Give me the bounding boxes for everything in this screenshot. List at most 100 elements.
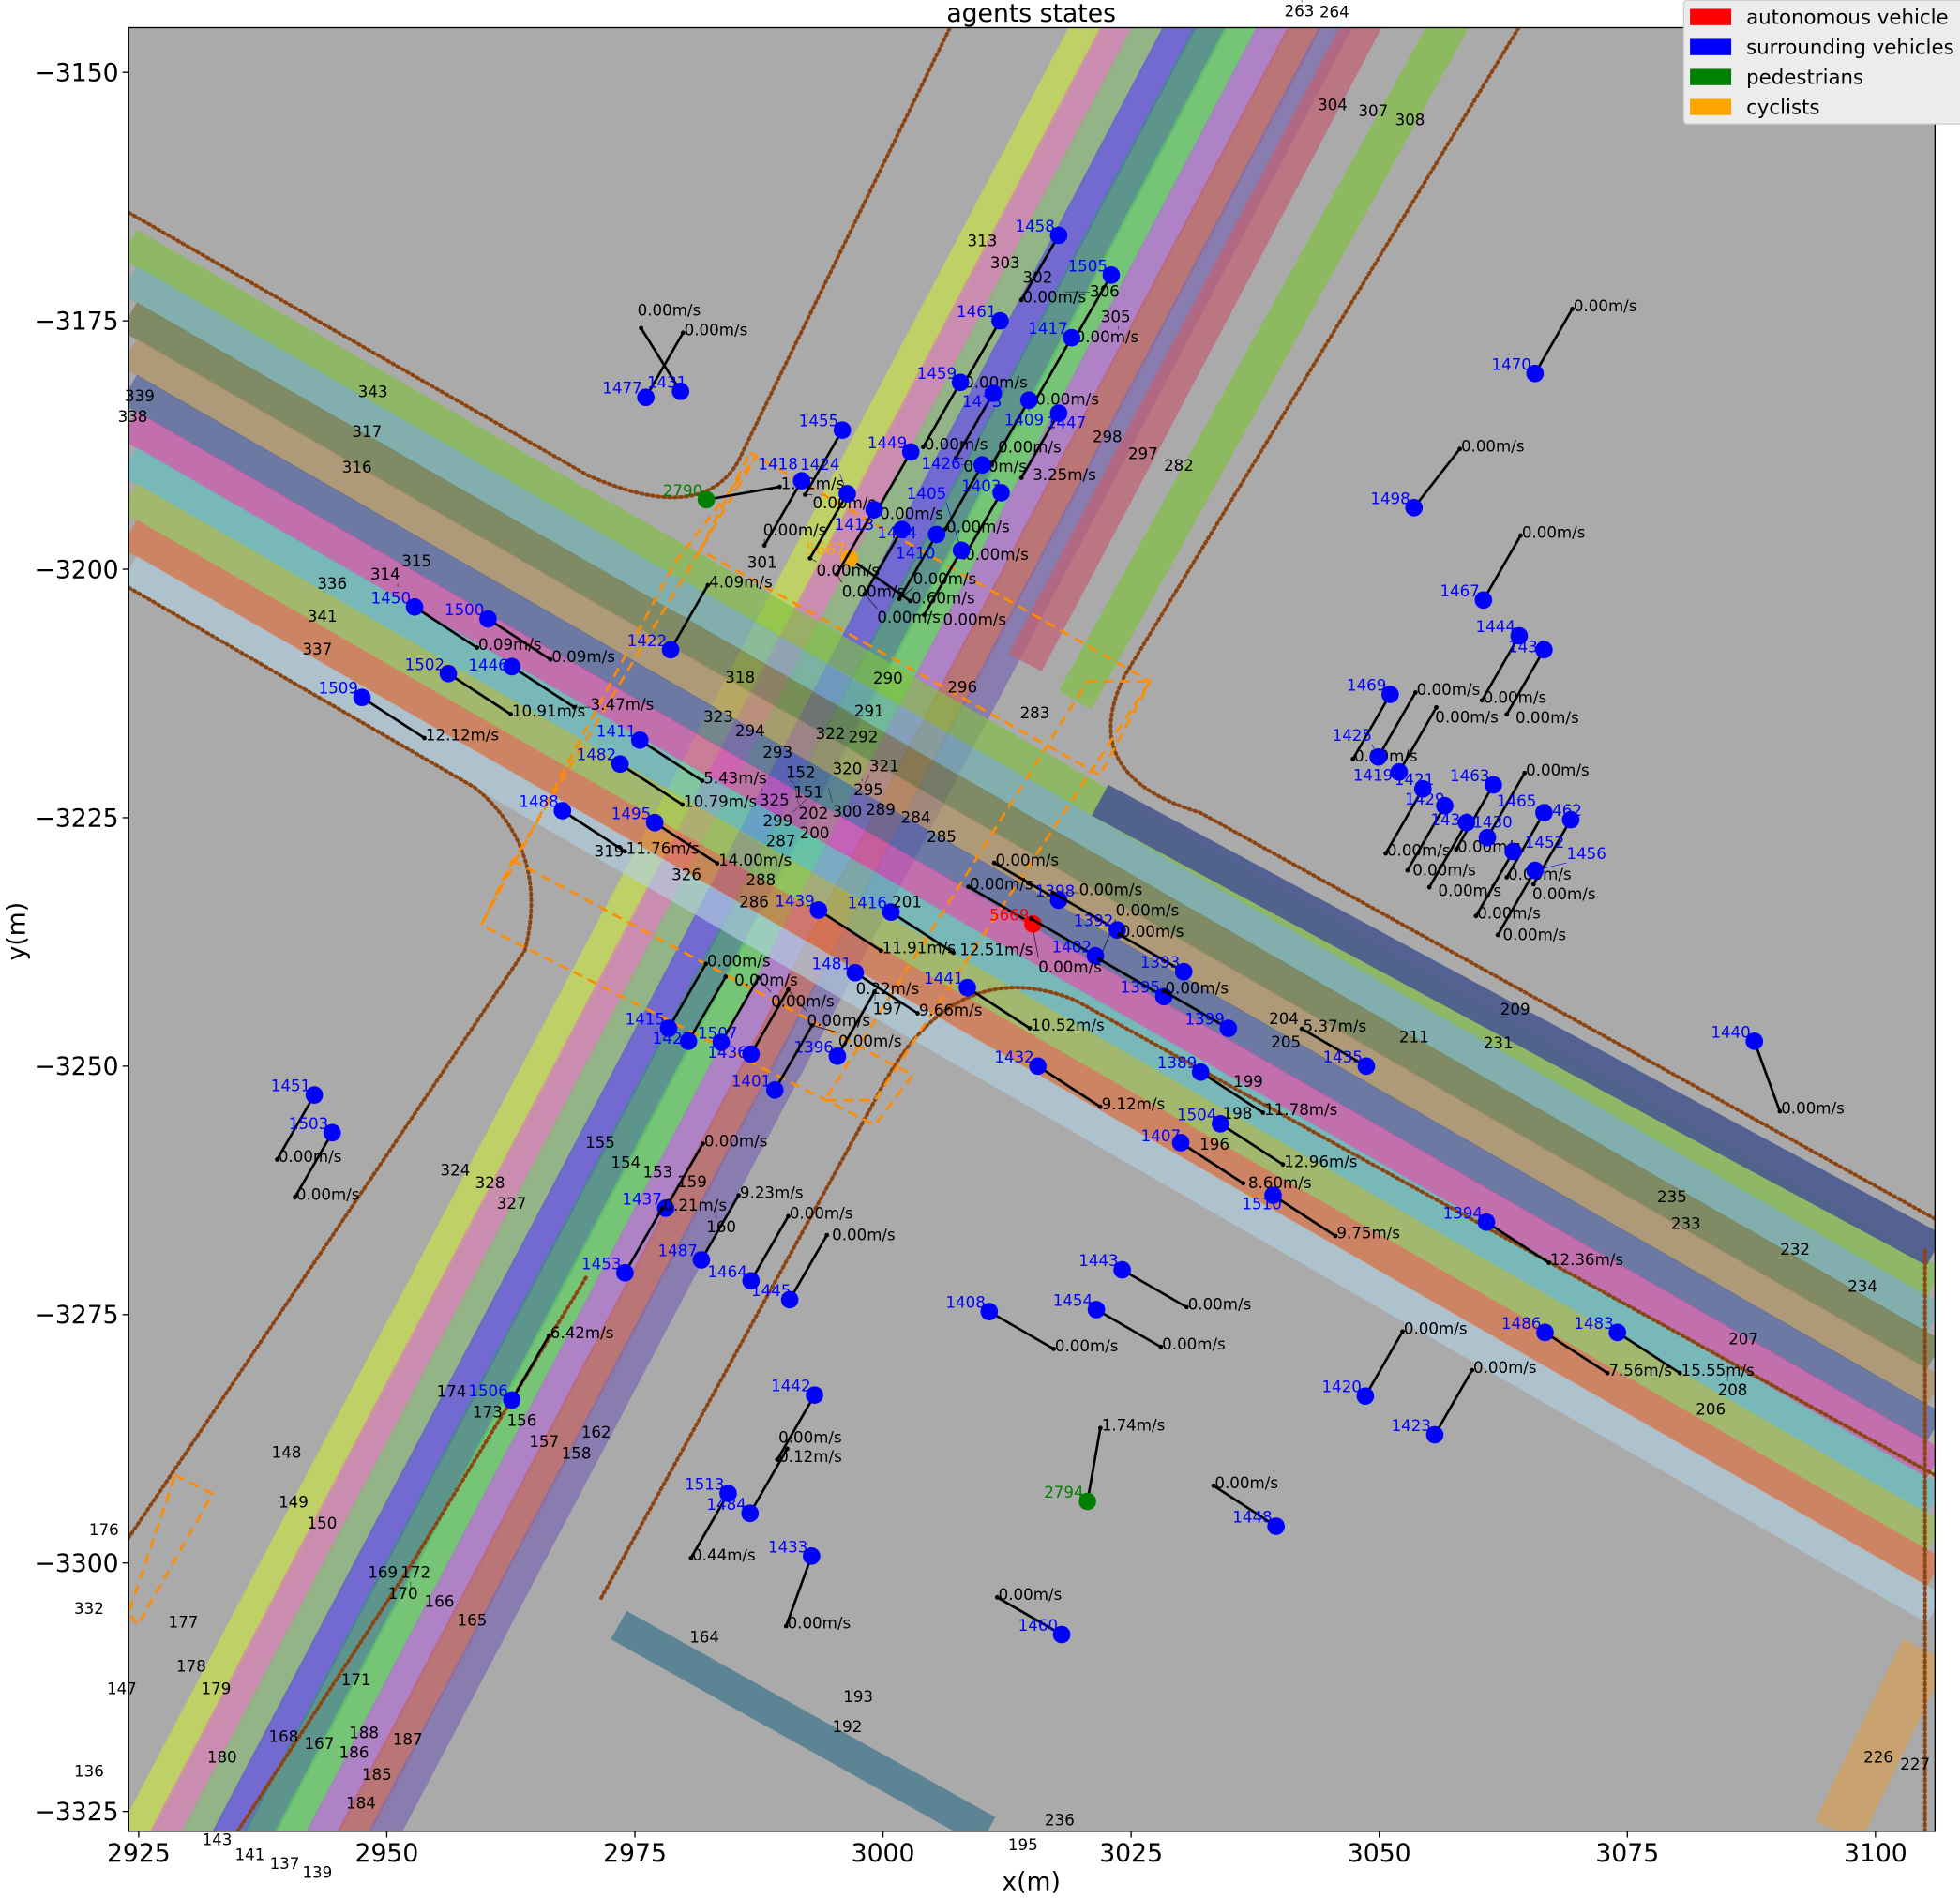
lane-label: 287 [766, 833, 796, 851]
agent-marker [1457, 813, 1476, 832]
lane-label: 166 [425, 1592, 455, 1610]
agent-speed-label: 10.79m/s [684, 793, 757, 811]
agent-speed-label: 0.00m/s [816, 562, 880, 580]
legend-label: pedestrians [1746, 66, 1863, 89]
agent-speed-label: 0.00m/s [1214, 1474, 1278, 1492]
agent-id-label: 1430 [1472, 813, 1512, 831]
agent-id-label: 1507 [698, 1024, 737, 1042]
agent-marker [1745, 1032, 1764, 1050]
agent-vehicle: 1483 15.55m/s [1574, 1315, 1754, 1379]
agent-vehicle: 1481 9.66m/s [812, 955, 983, 1019]
agent-speed-label: 0.00m/s [638, 302, 701, 320]
arrow-head-icon [688, 1555, 694, 1560]
agent-marker [1405, 498, 1424, 517]
agent-vehicle: 1426 0.00m/s [921, 455, 1009, 535]
agent-speed-label: 0.00m/s [1417, 681, 1481, 699]
arrow-head-icon [723, 974, 729, 979]
lane-strip [611, 1610, 996, 1831]
lane-strip [128, 265, 1936, 1334]
agent-id-label: 1440 [1711, 1023, 1750, 1041]
lane-label: 288 [746, 871, 776, 889]
agent-marker [893, 520, 912, 538]
agent-marker [828, 1047, 847, 1065]
agent-id-label: 1495 [611, 805, 651, 822]
velocity-arrow [762, 480, 803, 547]
agent-speed-label: 0.00m/s [999, 1586, 1063, 1604]
agent-speed-label: 12.96m/s [1284, 1153, 1357, 1170]
velocity-arrow [1364, 1331, 1404, 1397]
lane-label: 297 [1128, 445, 1158, 462]
arrow-head-icon [834, 571, 839, 577]
agent-vehicle: 1432 9.12m/s [994, 1048, 1165, 1113]
legend-box [1682, 0, 1960, 125]
agent-id-label: 1427 [653, 1030, 692, 1047]
lane-label: 296 [947, 678, 977, 696]
lane-label: 316 [342, 459, 372, 476]
agent-speed-label: 0.00m/s [964, 374, 1028, 392]
agent-id-label: 1424 [800, 456, 839, 474]
agent-marker [927, 525, 946, 544]
lane-label: 313 [968, 233, 998, 250]
agent-marker [742, 1272, 761, 1290]
agent-speed-label: 3.47m/s [591, 696, 655, 714]
x-axis-label: x(m) [1002, 1868, 1061, 1897]
agent-id-label: 1470 [1491, 355, 1530, 373]
lane-label: 293 [762, 744, 792, 761]
agent-marker [553, 802, 572, 820]
arrow-head-icon [1050, 890, 1055, 896]
arrow-head-icon [1473, 913, 1479, 919]
agent-id-label: 2794 [1044, 1484, 1083, 1501]
agent-marker [637, 388, 655, 407]
agent-marker [1108, 921, 1126, 940]
agent-id-label: 1450 [371, 589, 411, 607]
lane-label: 332 [74, 1600, 104, 1618]
lane-label: 291 [854, 702, 884, 720]
agent-marker [992, 484, 1010, 502]
agent-speed-label: 0.00m/s [995, 852, 1059, 869]
agent-speed-label: 0.00m/s [946, 518, 1010, 535]
agent-vehicle: 1389 11.78m/s [1157, 1054, 1337, 1119]
agent-speed-label: 10.52m/s [1031, 1017, 1104, 1034]
lane-label: 187 [393, 1731, 423, 1749]
agent-speed-label: 0.00m/s [1526, 761, 1590, 779]
velocity-arrow [361, 696, 426, 740]
label-leader-line [793, 784, 799, 806]
agent-marker [901, 443, 920, 461]
lane-label: 321 [869, 757, 899, 775]
arrow-head-icon [1605, 1370, 1610, 1376]
crosswalk [698, 450, 1153, 777]
agent-vehicle: 1487 9.23m/s [658, 1183, 804, 1269]
agent-marker [1174, 962, 1193, 981]
legend-label: autonomous vehicle [1746, 6, 1949, 29]
lane-label: 147 [107, 1680, 137, 1698]
agent-vehicle: 1442 0.12m/s [771, 1378, 842, 1466]
arrow-head-icon [953, 455, 958, 460]
velocity-arrow [1505, 649, 1545, 716]
agent-vehicle: 1477 0.00m/s [602, 322, 747, 407]
arrow-head-icon [1426, 884, 1432, 890]
agent-vehicle: 1506 6.42m/s [468, 1324, 613, 1409]
arrow-head-icon [1530, 882, 1536, 887]
lane-label: 299 [763, 812, 793, 830]
agent-marker [1113, 1260, 1131, 1279]
agent-marker [1510, 626, 1529, 645]
velocity-arrow [961, 320, 1002, 386]
lane-label: 157 [529, 1433, 559, 1451]
lane-strip [1815, 1639, 1936, 1831]
lane-label: 180 [207, 1749, 237, 1767]
agent-vehicle: 1504 12.96m/s [1177, 1106, 1357, 1170]
agent-speed-label: 0.00m/s [998, 438, 1062, 456]
agent-marker [1063, 328, 1080, 347]
agent-id-label: 1502 [405, 656, 445, 673]
arrow-head-icon [508, 712, 514, 716]
x-tick-label: 3050 [1348, 1839, 1411, 1868]
velocity-arrow [1020, 234, 1061, 301]
agent-speed-label: 0.00m/s [1522, 524, 1586, 542]
agent-marker [980, 1303, 999, 1320]
velocity-arrow [923, 550, 963, 616]
arrow-head-icon [921, 445, 926, 450]
agent-vehicle: 1438 0.00m/s [1504, 639, 1579, 727]
velocity-arrow [562, 809, 626, 852]
y-axis-label: y(m) [3, 902, 32, 961]
agent-speed-label: 0.00m/s [1079, 882, 1143, 899]
